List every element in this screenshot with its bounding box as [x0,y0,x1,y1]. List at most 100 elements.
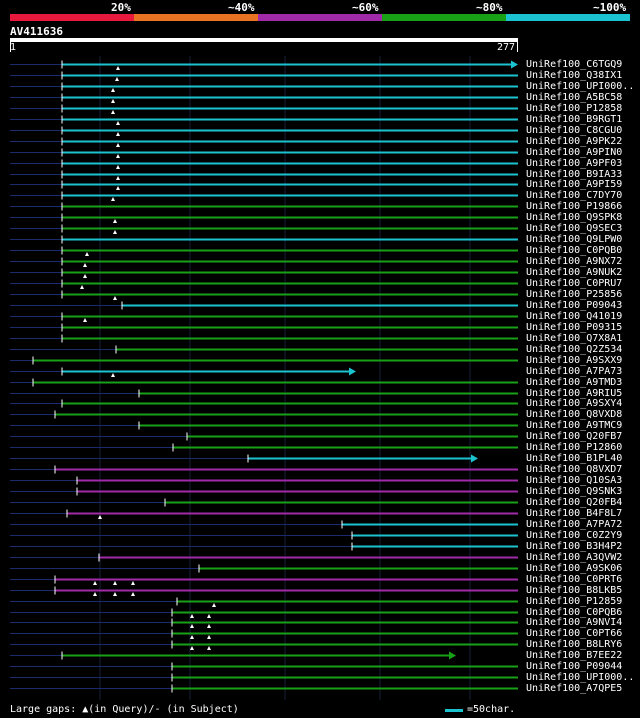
hit-label[interactable]: UniRef100_A9NVI4 [526,617,623,628]
hit-label[interactable]: UniRef100_P25856 [526,289,623,300]
hit-label[interactable]: UniRef100_B1PL40 [526,453,623,464]
query-gap-marker [116,132,120,136]
query-gap-marker [190,624,194,628]
hit-label[interactable]: UniRef100_P12858 [526,103,623,114]
hit-label[interactable]: UniRef100_A5BC58 [526,92,623,103]
query-gap-marker [115,77,119,81]
hit-label[interactable]: UniRef100_Q20FB7 [526,431,623,442]
query-gap-marker [113,592,117,596]
hit-label[interactable]: UniRef100_A9PI59 [526,179,623,190]
hit-label[interactable]: UniRef100_A3QVW2 [526,552,623,563]
query-gap-marker [212,603,216,607]
hit-label[interactable]: UniRef100_A9NUK2 [526,267,623,278]
hit-label[interactable]: UniRef100_UPI000.. [526,672,635,683]
legend-label: 20% [111,1,131,14]
hit-label[interactable]: UniRef100_Q2Z534 [526,344,623,355]
hit-label[interactable]: UniRef100_A9SK06 [526,563,623,574]
query-gap-marker [85,252,89,256]
hit-label[interactable]: UniRef100_A9RIU5 [526,388,623,399]
alignment-arrowhead [471,454,478,463]
hit-label[interactable]: UniRef100_A9TMC9 [526,420,623,431]
hit-label[interactable]: UniRef100_Q9SNK3 [526,486,623,497]
hit-label[interactable]: UniRef100_Q8VXD7 [526,464,623,475]
hit-label[interactable]: UniRef100_A7PA72 [526,519,623,530]
query-gap-marker [111,110,115,114]
query-gap-marker [83,318,87,322]
query-gap-marker [113,296,117,300]
query-gap-marker [113,581,117,585]
query-gap-marker [80,285,84,289]
identity-legend-bar [10,14,630,21]
query-gap-marker [111,99,115,103]
hit-label[interactable]: UniRef100_C7DY70 [526,190,623,201]
query-gap-marker [116,66,120,70]
query-gap-marker [113,219,117,223]
hit-label[interactable]: UniRef100_UPI000.. [526,81,635,92]
hit-label[interactable]: UniRef100_Q41019 [526,311,623,322]
hit-label[interactable]: UniRef100_P09315 [526,322,623,333]
hit-label[interactable]: UniRef100_A9PK22 [526,136,623,147]
hit-label[interactable]: UniRef100_C6TGQ9 [526,59,623,70]
hit-label[interactable]: UniRef100_A7QPE5 [526,683,623,694]
query-gap-marker [190,614,194,618]
legend-segment [134,14,258,21]
hit-label[interactable]: UniRef100_A9PF03 [526,158,623,169]
query-gap-marker [116,143,120,147]
scale-tick-start [10,42,11,52]
footer-legend-text: Large gaps: ▲(in Query)/- (in Subject) [10,704,239,715]
legend-label: ~40% [228,1,255,14]
hit-label[interactable]: UniRef100_C0PRT6 [526,574,623,585]
hit-label[interactable]: UniRef100_Q10SA3 [526,475,623,486]
hit-label[interactable]: UniRef100_B4F8L7 [526,508,623,519]
query-gap-marker [93,592,97,596]
hit-label[interactable]: UniRef100_Q9SEC3 [526,223,623,234]
hit-label[interactable]: UniRef100_B8LRY6 [526,639,623,650]
hit-label[interactable]: UniRef100_Q8VXD8 [526,409,623,420]
hit-label[interactable]: UniRef100_C0PQB6 [526,607,623,618]
hit-label[interactable]: UniRef100_B8LKB5 [526,585,623,596]
hit-label[interactable]: UniRef100_P12859 [526,596,623,607]
hit-label[interactable]: UniRef100_C0PRU7 [526,278,623,289]
hit-label[interactable]: UniRef100_C8CGU0 [526,125,623,136]
legend-label: ~80% [476,1,503,14]
hit-label[interactable]: UniRef100_B9RGT1 [526,114,623,125]
alignment-arrowhead [449,651,456,660]
query-gap-marker [113,230,117,234]
hit-label[interactable]: UniRef100_C0PQB0 [526,245,623,256]
hit-label[interactable]: UniRef100_A9SXY4 [526,398,623,409]
legend-segment [258,14,382,21]
hit-label[interactable]: UniRef100_A9TMD3 [526,377,623,388]
hit-label[interactable]: UniRef100_B3H4P2 [526,541,623,552]
query-gap-marker [93,581,97,585]
hit-label[interactable]: UniRef100_Q38IX1 [526,70,623,81]
hit-label[interactable]: UniRef100_P09044 [526,661,623,672]
hit-label[interactable]: UniRef100_P19866 [526,201,623,212]
query-gap-marker [98,515,102,519]
hit-label[interactable]: UniRef100_P12860 [526,442,623,453]
scale-tick-end [517,42,518,52]
hit-label[interactable]: UniRef100_Q9SPK8 [526,212,623,223]
hit-label[interactable]: UniRef100_Q20FB4 [526,497,623,508]
footer-scale-text: =50char. [467,704,516,715]
hit-label[interactable]: UniRef100_A9NX72 [526,256,623,267]
hit-label[interactable]: UniRef100_C0PT66 [526,628,623,639]
hit-label[interactable]: UniRef100_A9SXX9 [526,355,623,366]
query-gap-marker [207,614,211,618]
hit-label[interactable]: UniRef100_A9PIN0 [526,147,623,158]
scale-start: 1 [10,42,17,53]
hit-label[interactable]: UniRef100_Q9LPW0 [526,234,623,245]
query-gap-marker [111,373,115,377]
query-gap-marker [83,274,87,278]
query-bar [10,38,518,42]
hit-label[interactable]: UniRef100_C0Z2Y9 [526,530,623,541]
hit-label[interactable]: UniRef100_B9IA33 [526,169,623,180]
query-gap-marker [190,635,194,639]
scale-end: 277 [497,42,516,53]
hit-label[interactable]: UniRef100_B7EE22 [526,650,623,661]
hit-label[interactable]: UniRef100_A7PA73 [526,366,623,377]
hit-label[interactable]: UniRef100_P09043 [526,300,623,311]
query-gap-marker [190,646,194,650]
query-gap-marker [116,165,120,169]
alignment-arrowhead [511,60,518,69]
hit-label[interactable]: UniRef100_Q7X8A1 [526,333,623,344]
